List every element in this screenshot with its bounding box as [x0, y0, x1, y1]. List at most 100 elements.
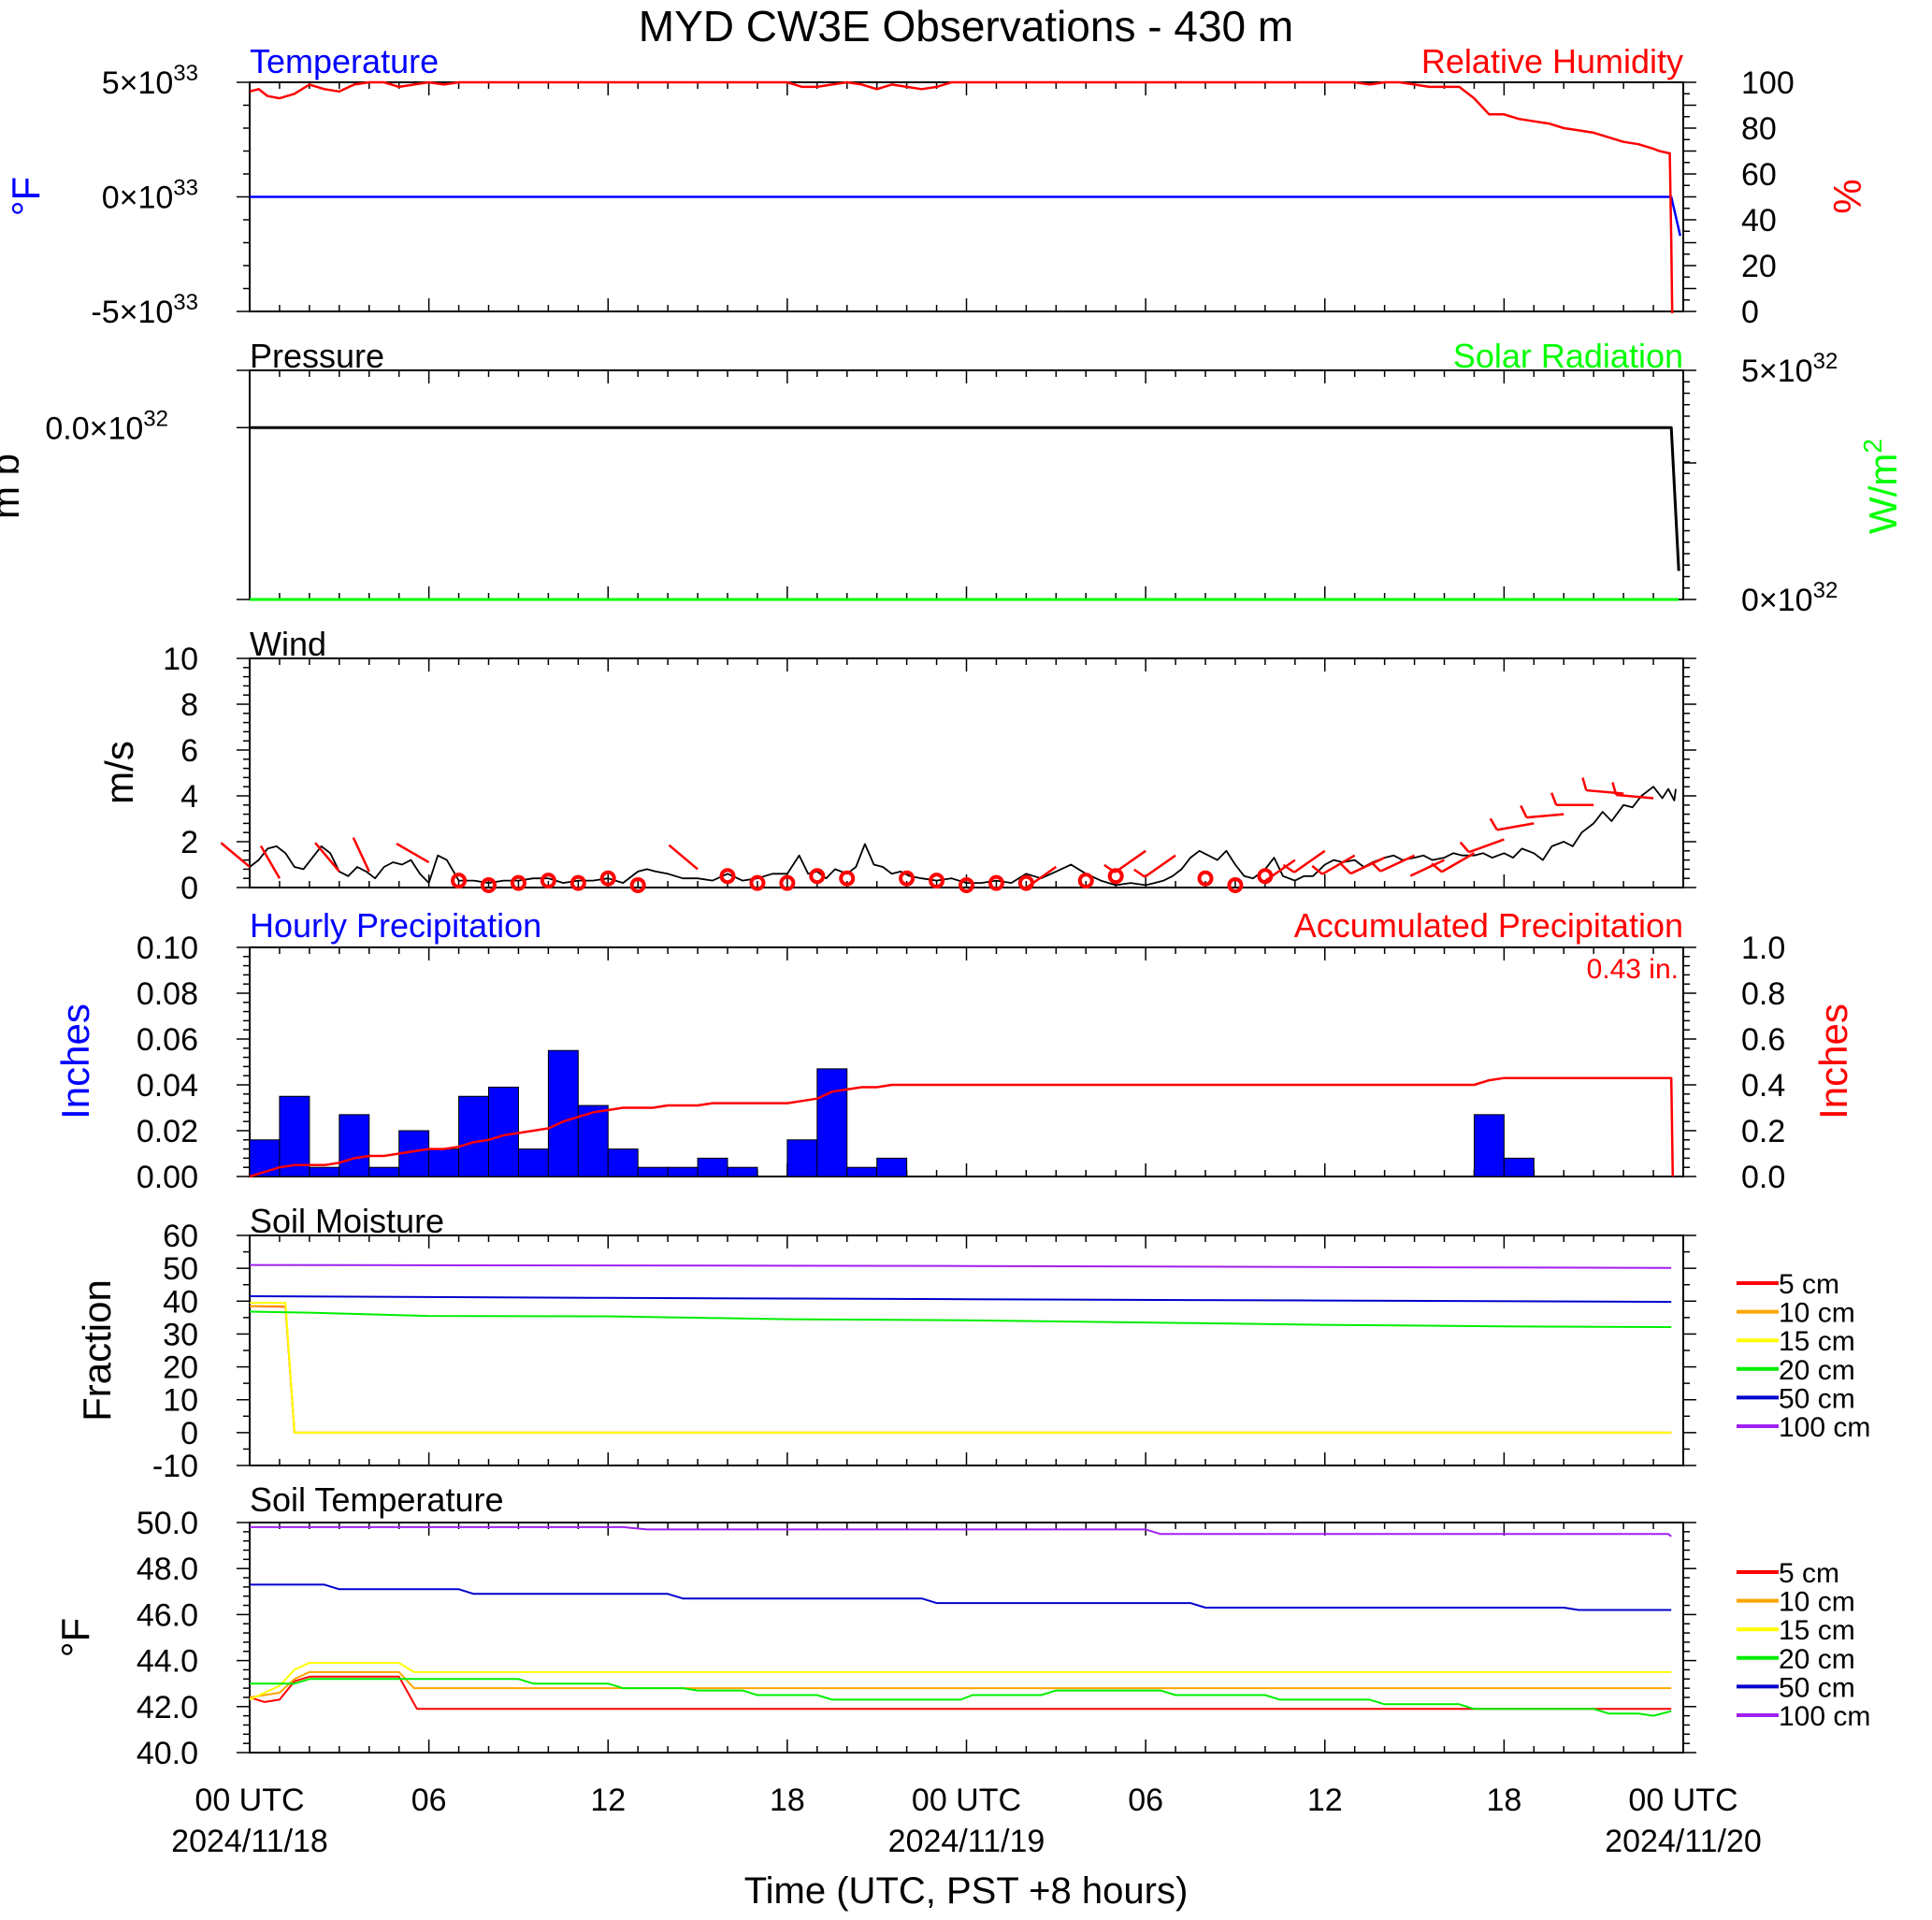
temperature-title: Temperature: [250, 42, 439, 80]
soil-moisture-tick-label: -10: [152, 1449, 198, 1484]
wind-tick-label: 4: [180, 779, 198, 815]
precip-tick-label: 0.04: [137, 1068, 198, 1104]
soil-moisture-tick-label: 40: [163, 1284, 198, 1320]
temp-tick-label: -5×1033: [91, 290, 198, 330]
wind-tick-label: 0: [180, 871, 198, 906]
hourly-precip-bar: [816, 1068, 848, 1177]
x-tick-label: 00 UTC: [912, 1783, 1021, 1818]
temp-tick-label: 0×1033: [102, 176, 198, 216]
hourly-precip-bar: [697, 1157, 728, 1177]
wind-calm-circle: [599, 870, 616, 887]
wind-barb-flag: [1520, 804, 1528, 818]
hourly-precip-axis-label: Inches: [53, 1003, 97, 1119]
wind-barb-flag: [1311, 864, 1323, 875]
precip-tick-label: 0.06: [137, 1022, 198, 1058]
hourly-precip-bar: [577, 1104, 609, 1177]
wind-barb-staff: [1321, 854, 1356, 875]
wind-calm-circle: [959, 877, 974, 894]
hourly-precip-bar: [637, 1166, 669, 1177]
wind-barb-staff: [1263, 859, 1296, 883]
hourly-precip-bar: [517, 1148, 549, 1177]
chart-title: MYD CW3E Observations - 430 m: [639, 2, 1293, 51]
rh-tick-label: 80: [1741, 111, 1777, 147]
wind-barb-staff: [1293, 849, 1326, 873]
wind-calm-circle: [1227, 877, 1244, 894]
accum-tick-label: 0.0: [1741, 1160, 1785, 1195]
legend-label: 100 cm: [1779, 1412, 1870, 1443]
wind-barb-staff: [1024, 865, 1058, 889]
soil-temp-line: [249, 1662, 1672, 1701]
wind-barb-staff: [1586, 788, 1624, 795]
wind-barb-flag: [1340, 863, 1352, 874]
wind-tick-label: 2: [180, 825, 198, 860]
hourly-precip-bar: [368, 1166, 400, 1177]
soil-moisture-line: [249, 1310, 1672, 1328]
solar-tick-label: 0×1032: [1741, 578, 1838, 618]
hourly-precip-bar: [846, 1166, 878, 1177]
soil-moisture-panel-frame: [249, 1234, 1684, 1466]
soil-temp-title: Soil Temperature: [250, 1480, 503, 1519]
precip-tick-label: 0.02: [137, 1114, 198, 1149]
legend-label: 50 cm: [1779, 1672, 1855, 1703]
wind-title: Wind: [250, 625, 326, 663]
accum-tick-label: 0.2: [1741, 1114, 1785, 1149]
wind-barb-staff: [396, 842, 430, 864]
rh-tick-label: 60: [1741, 157, 1777, 193]
precip-tick-label: 0.00: [137, 1160, 198, 1195]
pressure-line: [250, 426, 1680, 571]
wind-barb-flag: [1133, 868, 1146, 878]
wind-calm-circle: [899, 870, 916, 887]
pressure-solar-panel-frame: [249, 369, 1684, 600]
wind-speed-line: [249, 786, 1677, 887]
pressure-title: Pressure: [250, 337, 384, 375]
humidity-axis-label: %: [1825, 179, 1869, 213]
soil-temp-line: [250, 1678, 1672, 1717]
soil-temp-tick-label: 42.0: [137, 1690, 198, 1725]
x-date-label: 2024/11/18: [171, 1824, 328, 1859]
wind-barb-flag: [1370, 860, 1382, 873]
rh-tick-label: 0: [1741, 295, 1759, 330]
wind-panel-frame: [249, 657, 1684, 888]
wind-barb-flag: [1489, 817, 1498, 830]
soil-temp-line: [249, 1670, 1672, 1698]
wind-calm-circle: [749, 874, 766, 891]
hourly-precip-bar: [1473, 1114, 1505, 1177]
precip-tick-label: 0.10: [137, 931, 198, 966]
accum-tick-label: 1.0: [1741, 931, 1785, 966]
hourly-precip-bar: [607, 1148, 639, 1177]
hourly-precip-bar: [1503, 1157, 1535, 1177]
accum-precip-line: [249, 1076, 1675, 1178]
hourly-precip-bar: [547, 1049, 579, 1177]
wind-calm-circle: [1197, 870, 1214, 887]
wind-barb-staff: [352, 837, 370, 873]
soil-temp-line: [250, 1583, 1672, 1611]
wind-calm-circle: [1077, 873, 1094, 889]
hourly-precip-bar: [727, 1166, 758, 1177]
wind-barb-staff: [1349, 857, 1386, 875]
legend-label: 5 cm: [1779, 1269, 1839, 1300]
pressure-tick-label: 0.0×1032: [45, 406, 168, 446]
rh-tick-label: 20: [1741, 249, 1777, 284]
wind-barb-flag: [1431, 862, 1443, 873]
wind-calm-circle: [570, 874, 586, 891]
soil-temp-tick-label: 40.0: [137, 1736, 198, 1771]
rh-tick-label: 40: [1741, 203, 1777, 238]
soil-moisture-tick-label: 30: [163, 1317, 198, 1352]
soil-moisture-tick-label: 60: [163, 1219, 198, 1254]
soil-moisture-tick-label: 20: [163, 1350, 198, 1386]
precip-tick-label: 0.08: [137, 976, 198, 1012]
wind-tick-label: 10: [163, 642, 198, 677]
soil-temp-tick-label: 50.0: [137, 1506, 198, 1541]
x-tick-label: 06: [411, 1783, 447, 1818]
hourly-precip-bar: [458, 1095, 489, 1177]
x-tick-label: 12: [590, 1783, 626, 1818]
wind-calm-circle: [481, 877, 497, 894]
wind-barb-staff: [1441, 852, 1476, 873]
hourly-precip-bar: [339, 1114, 370, 1177]
hourly-precip-bar: [428, 1148, 460, 1177]
legend-label: 10 cm: [1779, 1298, 1855, 1329]
x-tick-label: 18: [770, 1783, 805, 1818]
legend-label: 10 cm: [1779, 1587, 1855, 1618]
hourly-precip-bar: [876, 1157, 908, 1177]
